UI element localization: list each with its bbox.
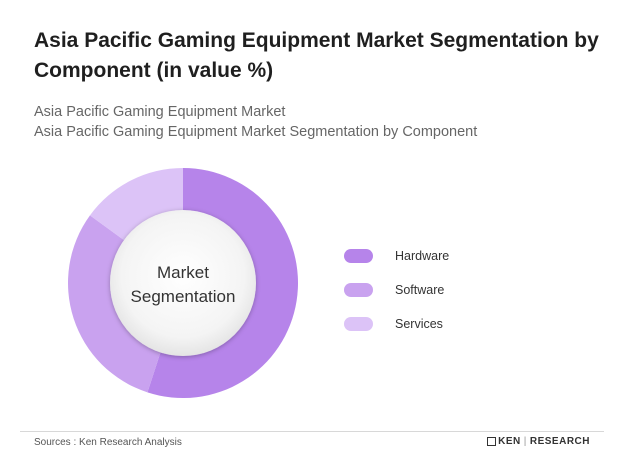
donut-chart: Market Segmentation bbox=[67, 168, 298, 398]
legend-swatch bbox=[344, 249, 373, 263]
center-label-line-2: Segmentation bbox=[131, 287, 236, 306]
legend-swatch bbox=[344, 317, 373, 331]
brand-separator: | bbox=[523, 436, 527, 447]
footer-divider bbox=[20, 431, 604, 432]
brand-mark-icon bbox=[487, 437, 497, 446]
subtitle-line-2: Asia Pacific Gaming Equipment Market Seg… bbox=[34, 124, 478, 140]
donut-center-disc bbox=[110, 210, 256, 356]
legend-label: Software bbox=[395, 283, 445, 297]
chart-legend: Hardware Software Services bbox=[344, 246, 449, 348]
chart-title: Asia Pacific Gaming Equipment Market Seg… bbox=[34, 29, 599, 82]
brand-name-right: RESEARCH bbox=[529, 436, 590, 447]
subtitle-line-1: Asia Pacific Gaming Equipment Market bbox=[34, 104, 286, 120]
legend-item-software: Software bbox=[344, 280, 449, 300]
slice-hardware bbox=[147, 168, 298, 398]
source-note: Sources : Ken Research Analysis bbox=[34, 437, 182, 448]
slice-services bbox=[89, 168, 183, 242]
legend-item-hardware: Hardware bbox=[344, 246, 449, 266]
brand-name-left: KEN bbox=[498, 436, 521, 447]
chart-subtitle: Asia Pacific Gaming Equipment Market Asi… bbox=[34, 102, 477, 142]
center-label-line-1: Market bbox=[157, 263, 209, 282]
legend-swatch bbox=[344, 283, 373, 297]
legend-label: Services bbox=[395, 317, 443, 331]
brand-logo: KEN | RESEARCH bbox=[487, 436, 590, 447]
legend-item-services: Services bbox=[344, 314, 449, 334]
legend-label: Hardware bbox=[395, 249, 450, 263]
